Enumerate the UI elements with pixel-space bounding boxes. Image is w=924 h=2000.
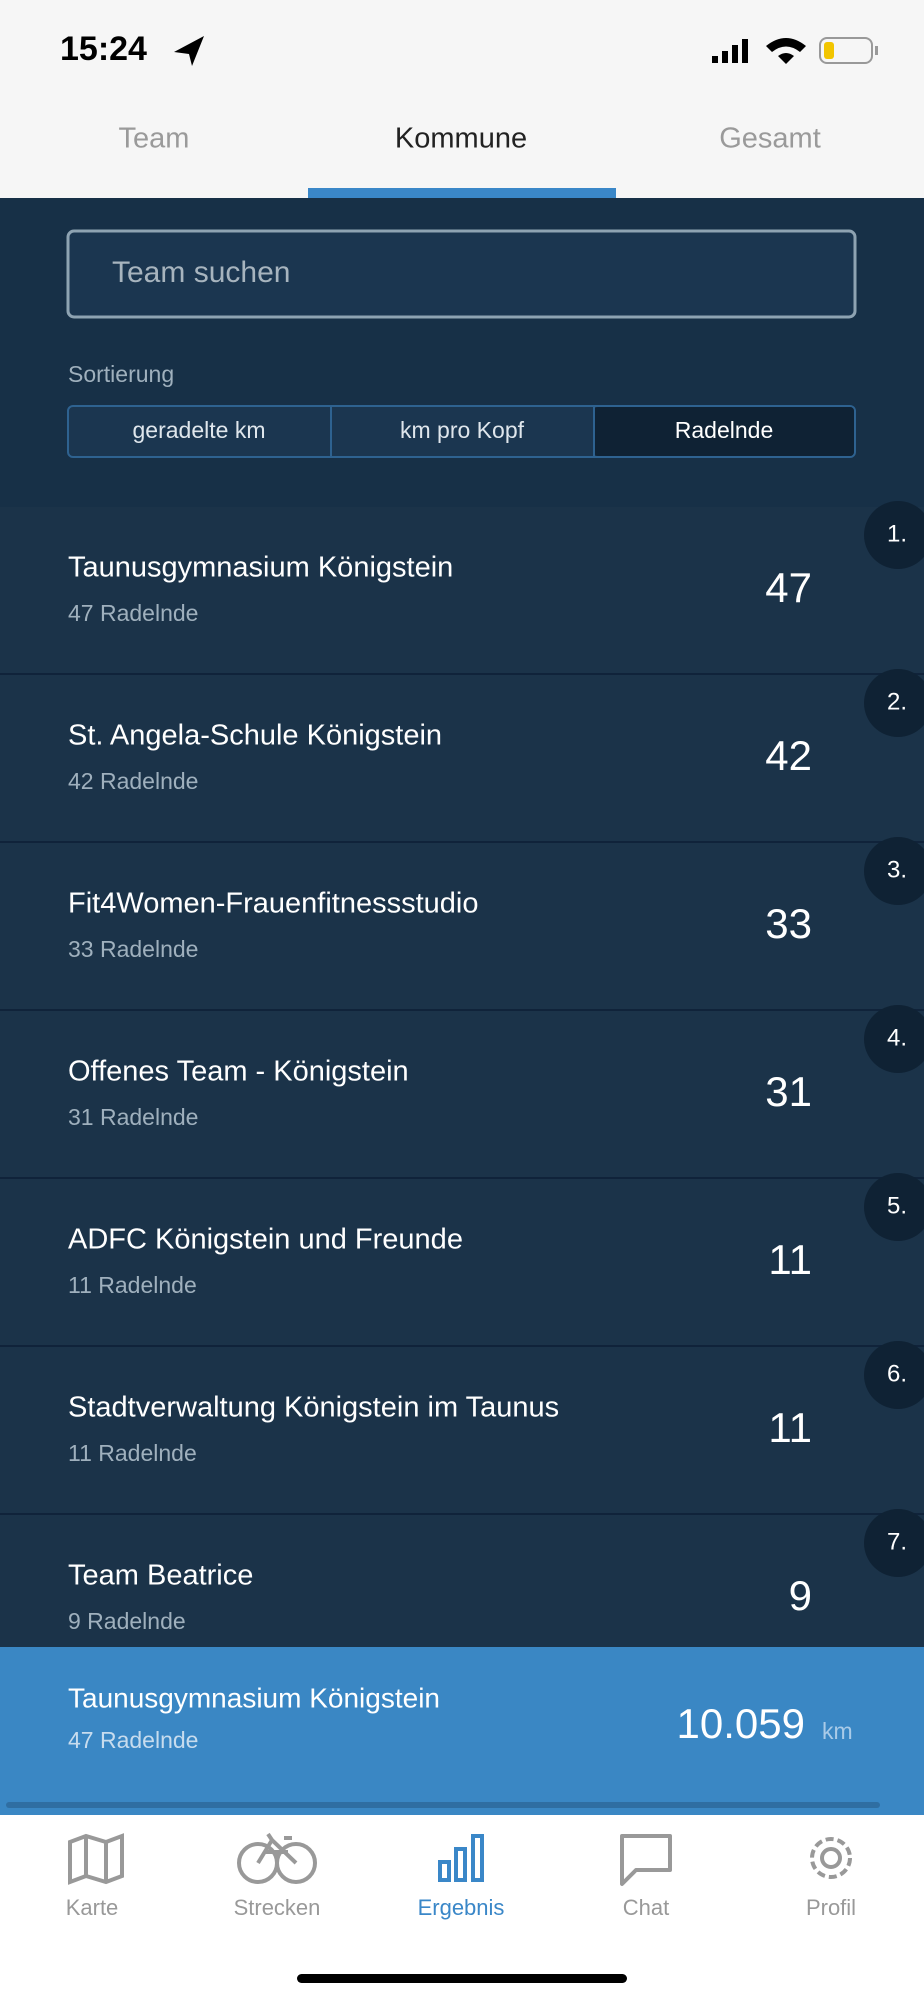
sort-selected — [594, 407, 854, 456]
team-name: Offenes Team - Königstein — [68, 1056, 409, 1088]
row-separator — [0, 1009, 924, 1011]
battery-icon — [819, 37, 873, 64]
team-name: St. Angela-Schule Königstein — [68, 720, 442, 752]
list-row[interactable] — [0, 843, 924, 1009]
footer-name: Taunusgymnasium Königstein — [68, 1682, 440, 1713]
footer — [0, 1647, 924, 1815]
rank: 5. — [887, 1192, 907, 1219]
sort-label: Sortierung — [68, 361, 174, 387]
location-icon — [174, 36, 204, 66]
footer-subtitle: 47 Radelnde — [68, 1727, 198, 1753]
results-icon[interactable] — [438, 1834, 484, 1882]
scroll-indicator — [6, 1802, 880, 1808]
rank: 2. — [887, 688, 907, 715]
team-subtitle: 33 Radelnde — [68, 936, 198, 962]
footer-value: 10.059 — [677, 1700, 805, 1747]
signal-icon — [712, 39, 748, 63]
list-row[interactable] — [0, 1011, 924, 1177]
rank: 1. — [887, 520, 907, 547]
team-subtitle: 47 Radelnde — [68, 600, 198, 626]
team-value: 47 — [765, 564, 812, 611]
list-row[interactable] — [0, 507, 924, 673]
row-separator — [0, 1513, 924, 1515]
rank-badge — [864, 1005, 924, 1073]
chat-icon[interactable] — [620, 1834, 672, 1886]
settings-icon[interactable] — [810, 1837, 852, 1879]
rank: 6. — [887, 1360, 907, 1387]
footer-unit: km — [822, 1718, 853, 1744]
list-row[interactable] — [0, 1179, 924, 1345]
team-subtitle: 31 Radelnde — [68, 1104, 198, 1130]
sort-option-active[interactable]: Radelnde — [675, 417, 773, 443]
team-name: Stadtverwaltung Königstein im Taunus — [68, 1392, 559, 1424]
rank: 4. — [887, 1024, 907, 1051]
team-value: 31 — [765, 1068, 812, 1115]
row-separator — [0, 673, 924, 675]
team-value: 11 — [768, 1236, 812, 1283]
team-subtitle: 42 Radelnde — [68, 768, 198, 794]
map-icon[interactable] — [68, 1833, 124, 1885]
team-value: 42 — [765, 732, 812, 779]
row-separator — [0, 841, 924, 843]
sort-option[interactable]: km pro Kopf — [400, 417, 525, 443]
rank: 3. — [887, 856, 907, 883]
team-value: 11 — [768, 1404, 812, 1451]
status-time: 15:24 — [60, 30, 147, 68]
nav-label[interactable]: Strecken — [234, 1895, 321, 1920]
header — [0, 0, 924, 198]
nav-label[interactable]: Chat — [623, 1895, 669, 1920]
battery-level — [824, 42, 834, 59]
nav-label-active[interactable]: Ergebnis — [418, 1895, 505, 1920]
tab-indicator — [308, 188, 616, 198]
search-box[interactable] — [66, 229, 857, 319]
list-row[interactable] — [0, 1347, 924, 1513]
rank-badge — [864, 1341, 924, 1409]
team-name: Fit4Women-Frauenfitnessstudio — [68, 888, 478, 920]
tab[interactable]: Team — [119, 123, 190, 155]
team-name: Team Beatrice — [68, 1560, 253, 1592]
rank-badge — [864, 837, 924, 905]
battery-tip — [875, 46, 878, 55]
team-value: 33 — [765, 900, 812, 947]
bottom-nav — [0, 1815, 924, 2000]
rank-badge — [864, 501, 924, 569]
sort-option[interactable]: geradelte km — [133, 417, 266, 443]
team-subtitle: 11 Radelnde — [68, 1440, 197, 1466]
row-separator — [0, 1177, 924, 1179]
rank-badge — [864, 1509, 924, 1577]
tab-active[interactable]: Kommune — [395, 123, 527, 155]
home-indicator — [297, 1974, 627, 1983]
team-name: Taunusgymnasium Königstein — [68, 552, 453, 584]
team-subtitle: 11 Radelnde — [68, 1272, 197, 1298]
team-value: 9 — [789, 1572, 812, 1619]
row-separator — [0, 1345, 924, 1347]
list-row[interactable] — [0, 675, 924, 841]
search-placeholder: Team suchen — [112, 256, 290, 289]
nav-label[interactable]: Karte — [66, 1895, 119, 1920]
bike-icon[interactable] — [237, 1832, 317, 1884]
team-subtitle: 9 Radelnde — [68, 1608, 186, 1634]
team-name: ADFC Königstein und Freunde — [68, 1224, 463, 1256]
rank-badge — [864, 1173, 924, 1241]
list: 1. Taunusgymnasium Königstein 47 Radelnde 4… — [0, 501, 924, 1683]
rank: 7. — [887, 1528, 907, 1555]
rank-badge — [864, 669, 924, 737]
tab[interactable]: Gesamt — [719, 123, 821, 155]
nav-label[interactable]: Profil — [806, 1895, 856, 1920]
wifi-icon — [766, 38, 806, 64]
